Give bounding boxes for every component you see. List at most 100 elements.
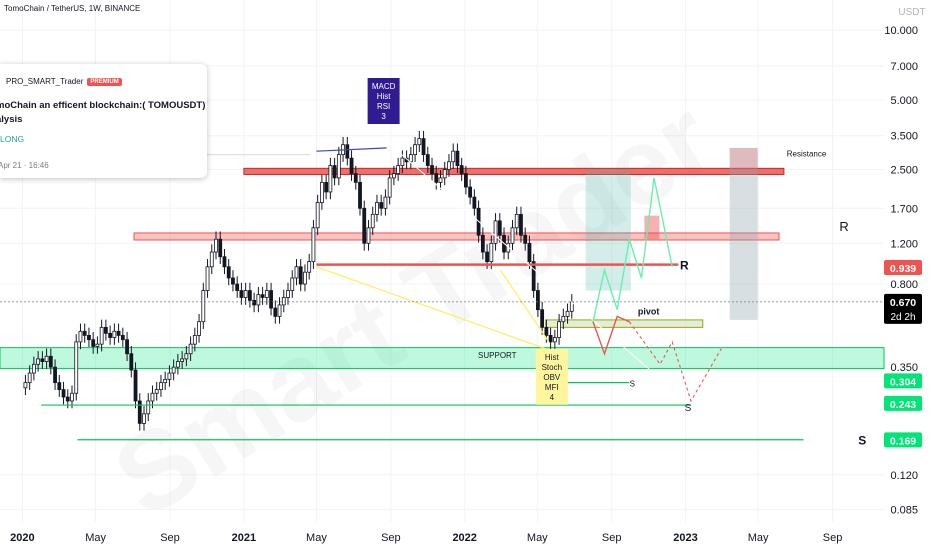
author-name[interactable]: PRO_SMART_Trader	[6, 77, 84, 86]
candle-body	[205, 266, 210, 291]
candle-body	[328, 165, 333, 193]
indicator-box-bottom-line: OBV	[543, 373, 561, 382]
candle-body	[324, 181, 329, 193]
y-tick-label: 2.500	[890, 165, 918, 177]
candle-body	[146, 400, 151, 415]
candle-body	[413, 144, 417, 155]
candle-body	[383, 196, 388, 209]
price-label-bg	[884, 373, 922, 389]
candle-body	[468, 186, 473, 198]
candle-body	[303, 271, 307, 285]
candle-body	[489, 242, 494, 263]
s-label-1: S	[858, 434, 866, 448]
resistance-label: Resistance	[787, 149, 827, 158]
candle-body	[87, 335, 91, 341]
y-tick-label: 3.500	[890, 131, 918, 143]
candle-body	[464, 173, 468, 188]
countdown-label: 2d 2h	[890, 312, 915, 323]
zones	[0, 147, 885, 370]
candle-body	[192, 335, 197, 345]
idea-title[interactable]: moChain an efficent blockchain:( TOMOUSD…	[0, 100, 206, 111]
candle-body	[78, 330, 83, 343]
candle-body	[336, 154, 341, 179]
candle-body	[540, 309, 545, 328]
idea-date: Apr 21 · 16:46	[0, 161, 49, 170]
candle-body	[197, 321, 201, 336]
s-label-3: S	[630, 380, 635, 389]
candle-body	[180, 358, 185, 362]
axes: 10.000 7.000 5.000 3.500 2.500 1.700 1.200 0.80…	[0, 7, 926, 544]
candle-body	[514, 213, 519, 229]
candle-body	[379, 202, 384, 209]
candle-body	[264, 290, 269, 298]
candle-body	[273, 307, 278, 317]
candle-body	[281, 297, 286, 306]
candle-body	[400, 157, 405, 166]
candle-body	[137, 400, 142, 424]
candle-body	[256, 294, 261, 306]
candle-body	[408, 154, 413, 163]
indicator-box-top-line: Hist	[377, 92, 392, 101]
candle-body	[451, 150, 456, 163]
candle-body	[548, 335, 553, 343]
x-tick-label: 2022	[452, 532, 476, 544]
candle-body	[44, 355, 49, 362]
candle-body	[434, 173, 439, 183]
candle-body	[290, 277, 295, 291]
idea-card[interactable]: PRO_SMART_Trader PREMIUM moChain an effic…	[0, 64, 207, 178]
candle-body	[201, 290, 206, 323]
author-row[interactable]: PRO_SMART_Trader PREMIUM	[6, 77, 122, 86]
indicator-box-bottom-line: Stoch	[542, 363, 562, 372]
candle-body	[239, 290, 244, 298]
candle-body	[209, 251, 214, 268]
price-label: 0.304	[890, 376, 916, 388]
x-tick-label: 2020	[10, 532, 34, 544]
candle-body	[91, 339, 96, 347]
premium-badge: PREMIUM	[87, 78, 122, 86]
candle-body	[82, 330, 87, 336]
candle-body	[523, 234, 528, 244]
price-label: 0.169	[890, 435, 916, 447]
candle-body	[74, 341, 79, 394]
candle-body	[362, 207, 367, 244]
y-tick-label: 0.350	[890, 362, 918, 374]
candle-body	[438, 177, 443, 183]
overlays: SUPPORTResistancepivotRRSSSMACDHistRSI3H…	[41, 78, 866, 448]
candle-body	[61, 389, 66, 398]
candle-body	[243, 290, 248, 298]
candle-body	[527, 242, 532, 263]
candle-body	[370, 213, 375, 229]
candle-body	[40, 358, 45, 362]
candle-body	[519, 213, 523, 236]
candle-body	[485, 251, 489, 263]
candle-body	[319, 181, 324, 203]
candle-body	[112, 330, 117, 338]
divergence-line-1	[316, 266, 546, 350]
candle-body	[269, 290, 273, 309]
candle-body	[358, 181, 362, 209]
y-tick-label: 1.700	[890, 203, 918, 215]
idea-title-cont[interactable]: alysis	[0, 114, 23, 125]
y-tick-label: 7.000	[890, 61, 918, 73]
x-tick-label: May	[527, 532, 548, 544]
pivot-label: pivot	[638, 307, 660, 317]
candle-body	[455, 150, 460, 166]
candle-body	[65, 396, 70, 402]
candle-body	[57, 382, 62, 390]
last-price-bg	[884, 293, 922, 324]
x-tick-label: Sep	[160, 532, 180, 544]
candle-body	[565, 310, 570, 317]
candle-body	[480, 234, 485, 253]
candle-body	[459, 165, 464, 175]
candle-body	[142, 413, 146, 424]
indicator-box-bottom-line: Hist	[545, 353, 560, 362]
candle-body	[70, 392, 74, 402]
candle-body	[99, 326, 104, 345]
candle-body	[133, 369, 138, 402]
target-box-3-top	[729, 147, 758, 170]
y-unit-label: USDT	[898, 7, 925, 18]
candle-body	[247, 290, 252, 301]
candle-body	[150, 392, 155, 402]
